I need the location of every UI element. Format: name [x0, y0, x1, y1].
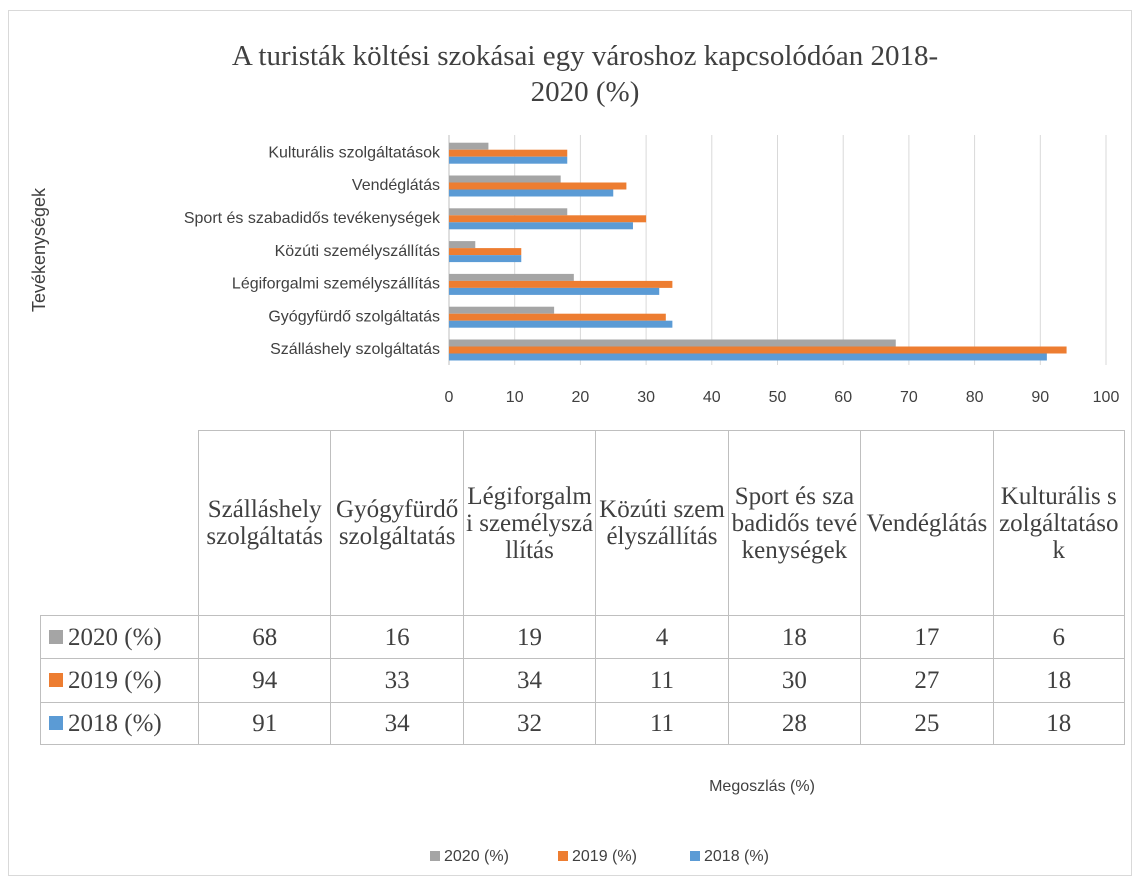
- bar: [449, 287, 660, 295]
- x-tick-label: 40: [703, 389, 721, 406]
- legend-key: [49, 716, 63, 731]
- y-tick-label: Gyógyfürdő szolgáltatás: [268, 308, 440, 325]
- bar: [449, 313, 666, 321]
- bar: [449, 255, 522, 263]
- legend-label: 2018 (%): [704, 848, 769, 865]
- y-tick-label: Közúti személyszállítás: [275, 243, 440, 260]
- x-tick-label: 90: [1031, 389, 1049, 406]
- table-cell: 19: [462, 615, 596, 659]
- table-cell: 32: [462, 701, 596, 745]
- bar: [449, 248, 522, 256]
- bar: [449, 280, 673, 288]
- table-header: Sport és szabadidős tevékenységek: [727, 430, 861, 615]
- y-tick-label: Kulturális szolgáltatások: [268, 144, 441, 161]
- legend-key: [49, 673, 63, 688]
- table-cell: 16: [330, 615, 463, 659]
- table-cell: 30: [727, 658, 861, 702]
- x-tick-label: 50: [769, 389, 787, 406]
- y-tick-label: Szálláshely szolgáltatás: [270, 341, 440, 358]
- table-cell: 25: [860, 701, 993, 745]
- table-cell: 11: [595, 701, 728, 745]
- bar: [449, 215, 647, 223]
- table-header: Közúti személyszállítás: [595, 430, 728, 615]
- row-label: 2018 (%): [68, 709, 162, 737]
- table-header: Gyógyfürdő szolgáltatás: [330, 430, 463, 615]
- bar: [449, 306, 555, 314]
- legend-label: 2020 (%): [444, 848, 509, 865]
- table-cell: 28: [727, 701, 861, 745]
- legend-key: [49, 630, 63, 645]
- bar: [449, 273, 574, 281]
- table-row-header: 2019 (%): [40, 658, 198, 702]
- table-cell: 18: [992, 658, 1125, 702]
- table-cell: 34: [462, 658, 596, 702]
- table-cell: 17: [860, 615, 993, 659]
- table-cell: 6: [992, 615, 1125, 659]
- table-cell: 4: [595, 615, 728, 659]
- bar: [449, 149, 568, 157]
- bar: [449, 339, 896, 347]
- table-header: Kulturális szolgáltatások: [992, 430, 1125, 615]
- table-cell: 94: [198, 658, 331, 702]
- table-header: Vendéglátás: [860, 430, 993, 615]
- bar: [449, 241, 476, 249]
- y-tick-label: Sport és szabadidős tevékenységek: [184, 210, 441, 227]
- y-tick-label: Vendéglátás: [352, 177, 440, 194]
- bar: [449, 156, 568, 164]
- table-row-header: 2018 (%): [40, 701, 198, 745]
- table-cell: 18: [992, 701, 1125, 745]
- bar: [449, 142, 489, 150]
- bar: [449, 189, 614, 197]
- x-tick-label: 80: [966, 389, 984, 406]
- table-cell: 34: [330, 701, 463, 745]
- x-tick-label: 0: [445, 389, 454, 406]
- table-cell: 91: [198, 701, 331, 745]
- x-tick-label: 70: [900, 389, 918, 406]
- bar: [449, 320, 673, 328]
- bar: [449, 182, 627, 190]
- table-row-header: 2020 (%): [40, 615, 198, 659]
- legend-swatch: [430, 851, 440, 861]
- x-tick-label: 10: [506, 389, 524, 406]
- table-cell: 33: [330, 658, 463, 702]
- x-tick-label: 30: [637, 389, 655, 406]
- bar: [449, 353, 1047, 361]
- table-header: Szálláshely szolgáltatás: [198, 430, 331, 615]
- table-cell: 68: [198, 615, 331, 659]
- legend-label: 2019 (%): [572, 848, 637, 865]
- x-axis-title: Megoszlás (%): [709, 778, 815, 795]
- bar: [449, 346, 1067, 354]
- y-axis-title: Tevékenységek: [29, 187, 49, 312]
- y-tick-label: Légiforgalmi személyszállítás: [232, 276, 440, 293]
- table-cell: 11: [595, 658, 728, 702]
- row-label: 2020 (%): [68, 623, 162, 651]
- bar: [449, 175, 561, 183]
- x-tick-label: 20: [572, 389, 590, 406]
- chart-title: A turisták költési szokásai egy városhoz…: [231, 40, 939, 108]
- x-tick-label: 100: [1093, 389, 1120, 406]
- chart-frame: [8, 10, 1132, 876]
- legend-swatch: [558, 851, 568, 861]
- legend-swatch: [690, 851, 700, 861]
- table-cell: 18: [727, 615, 861, 659]
- row-label: 2019 (%): [68, 666, 162, 694]
- table-header: Légiforgalmi személyszállítás: [462, 430, 596, 615]
- bar: [449, 208, 568, 216]
- bar: [449, 222, 633, 230]
- table-cell: 27: [860, 658, 993, 702]
- x-tick-label: 60: [834, 389, 852, 406]
